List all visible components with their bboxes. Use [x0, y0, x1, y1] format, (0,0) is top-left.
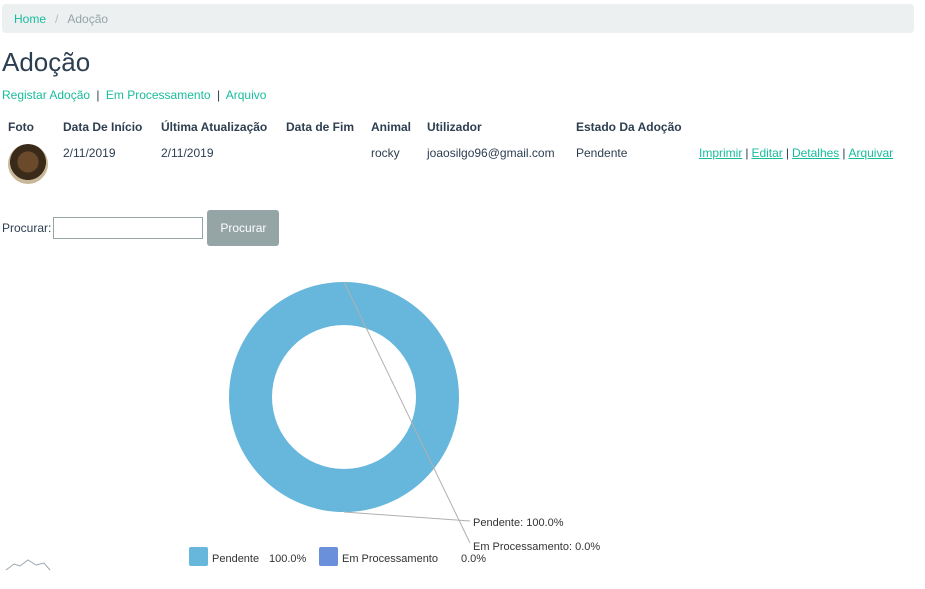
sparkline-icon [5, 559, 51, 571]
search-label: Procurar: [2, 221, 52, 235]
column-header-photo: Foto [8, 120, 34, 134]
animal-cell: rocky [371, 146, 400, 160]
callout-label-em-processamento: Em Processamento: 0.0% [473, 541, 600, 553]
action-separator: | [745, 146, 749, 160]
column-header-animal: Animal [371, 120, 412, 134]
breadcrumb-home-link[interactable]: Home [14, 11, 47, 26]
table-header-row: Foto Data De Início Última Atualização D… [2, 114, 903, 140]
action-separator: | [842, 146, 846, 160]
action-separator: | [785, 146, 789, 160]
sub-navigation: Registar Adoção | Em Processamento | Arq… [2, 88, 266, 102]
search-input[interactable] [53, 217, 204, 239]
legend-value: 0.0% [461, 553, 486, 565]
column-header-last-update: Última Atualização [161, 120, 268, 134]
adoptions-table: Foto Data De Início Última Atualização D… [2, 114, 903, 190]
user-cell: joaosilgo96@gmail.com [427, 146, 555, 160]
slice-pendente [229, 281, 459, 513]
last-update-cell: 2/11/2019 [161, 146, 214, 160]
table-row: 2/11/2019 2/11/2019 rocky joaosilgo96@gm… [2, 140, 903, 190]
register-adoption-link[interactable]: Registar Adoção [2, 88, 91, 102]
start-date-cell: 2/11/2019 [63, 146, 116, 160]
legend-swatch-pendente [189, 547, 208, 566]
link-separator: | [216, 88, 221, 102]
page-title: Adoção [2, 47, 91, 77]
column-header-start-date: Data De Início [63, 120, 143, 134]
callout-line-em-processamento [343, 281, 471, 544]
column-header-user: Utilizador [427, 120, 482, 134]
breadcrumb: Home / Adoção [2, 4, 914, 33]
archive-link[interactable]: Arquivo [225, 88, 267, 102]
photo-cell [2, 140, 57, 190]
details-link[interactable]: Detalhes [791, 146, 840, 160]
search-button[interactable]: Procurar [207, 210, 280, 246]
legend-swatch-em-processamento [319, 547, 338, 566]
callout-label-pendente: Pendente: 100.0% [473, 517, 564, 529]
actions-cell: Imprimir | Editar | Detalhes | Arquivar [693, 140, 903, 190]
legend-label: Pendente [212, 553, 259, 565]
archive-row-link[interactable]: Arquivar [848, 146, 894, 160]
search-form: Procurar: Procurar [2, 210, 280, 246]
column-header-actions [693, 114, 903, 140]
edit-link[interactable]: Editar [751, 146, 783, 160]
in-processing-link[interactable]: Em Processamento [105, 88, 211, 102]
legend-label: Em Processamento [342, 553, 438, 565]
donut-chart-svg: Pendente: 100.0% Em Processamento: 0.0% Pe… [5, 281, 600, 571]
callout-line-pendente [343, 511, 471, 522]
column-header-status: Estado Da Adoção [576, 120, 682, 134]
print-link[interactable]: Imprimir [699, 146, 743, 160]
link-separator: | [96, 88, 100, 102]
end-date-cell [280, 140, 365, 190]
breadcrumb-current: Adoção [67, 11, 109, 26]
status-cell: Pendente [576, 146, 628, 160]
animal-photo [8, 144, 48, 184]
breadcrumb-separator: / [55, 11, 59, 26]
adoption-status-chart: Pendente: 100.0% Em Processamento: 0.0% Pe… [0, 260, 925, 584]
column-header-end-date: Data de Fim [286, 120, 355, 134]
legend-value: 100.0% [269, 553, 307, 565]
